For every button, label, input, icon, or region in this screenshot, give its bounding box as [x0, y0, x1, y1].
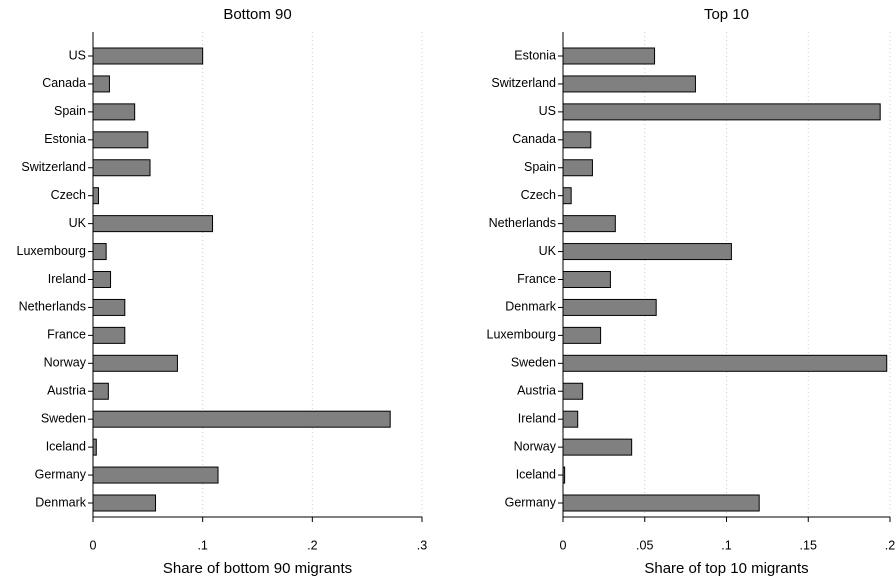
y-tick-label: Germany [505, 495, 557, 509]
bar [562, 215, 616, 233]
bar [92, 326, 126, 344]
y-tick-label: Sweden [41, 411, 86, 425]
y-tick-label: UK [539, 244, 557, 258]
bar [92, 298, 126, 316]
y-tick-label: Estonia [514, 48, 556, 62]
x-tick-label: 0 [90, 538, 97, 552]
bar [562, 438, 633, 456]
x-tick-label: .2 [307, 538, 317, 552]
bar [92, 75, 110, 93]
y-tick-label: Switzerland [491, 76, 556, 90]
bar [562, 410, 579, 428]
x-axis-label: Share of top 10 migrants [644, 560, 808, 577]
bar [92, 159, 151, 177]
bar [562, 103, 881, 121]
bar [92, 187, 99, 205]
y-tick-label: US [539, 104, 556, 118]
y-tick-label: Denmark [505, 300, 556, 314]
y-tick-label: Switzerland [21, 160, 86, 174]
bar [562, 159, 593, 177]
bar [92, 382, 109, 400]
y-tick-label: France [517, 272, 556, 286]
x-tick-label: 0 [560, 538, 567, 552]
chart-title: Top 10 [704, 6, 749, 23]
y-tick-label: Canada [512, 132, 556, 146]
y-tick-label: Luxembourg [17, 244, 87, 258]
x-tick-label: .1 [721, 538, 731, 552]
y-tick-label: Ireland [48, 272, 86, 286]
y-tick-label: Ireland [518, 411, 556, 425]
y-tick-label: US [69, 48, 86, 62]
y-tick-label: Canada [42, 76, 86, 90]
bar [562, 298, 657, 316]
y-tick-label: France [47, 328, 86, 342]
bar [92, 438, 97, 456]
chart-title: Bottom 90 [223, 6, 291, 23]
x-tick-label: .1 [197, 538, 207, 552]
y-tick-label: Austria [517, 384, 556, 398]
y-tick-label: Iceland [46, 439, 86, 453]
y-tick-label: Germany [35, 467, 87, 481]
bar [562, 382, 584, 400]
bar [92, 271, 112, 288]
y-tick-label: Iceland [516, 467, 556, 481]
bar [92, 410, 391, 428]
y-tick-label: Spain [54, 104, 86, 118]
bar [92, 243, 107, 261]
bar [92, 131, 149, 149]
y-tick-label: Norway [514, 439, 557, 453]
y-tick-label: Luxembourg [487, 328, 557, 342]
bar [92, 354, 178, 372]
x-axis-label: Share of bottom 90 migrants [163, 560, 352, 577]
bar [562, 466, 566, 484]
bar [92, 466, 219, 484]
x-tick-label: .2 [885, 538, 895, 552]
y-tick-label: Denmark [35, 495, 86, 509]
y-tick-label: Norway [44, 356, 87, 370]
bar [562, 243, 732, 261]
x-tick-label: .05 [636, 538, 653, 552]
bar [92, 47, 204, 65]
bar [562, 187, 572, 205]
x-tick-label: .15 [800, 538, 817, 552]
y-tick-label: Austria [47, 384, 86, 398]
y-tick-label: Netherlands [19, 300, 86, 314]
y-tick-label: Estonia [44, 132, 86, 146]
y-tick-label: Netherlands [489, 216, 556, 230]
bar [92, 215, 214, 233]
bar [562, 326, 602, 344]
bar [562, 271, 611, 288]
bar [562, 75, 696, 93]
y-tick-label: Spain [524, 160, 556, 174]
bar [562, 354, 888, 372]
x-tick-label: .3 [417, 538, 427, 552]
bar [562, 494, 760, 512]
y-tick-label: Czech [51, 188, 86, 202]
bar [92, 494, 157, 512]
y-tick-label: Czech [521, 188, 556, 202]
bar [562, 47, 656, 65]
y-tick-label: UK [69, 216, 87, 230]
bar [92, 103, 136, 121]
y-tick-label: Sweden [511, 356, 556, 370]
bar [562, 131, 592, 149]
